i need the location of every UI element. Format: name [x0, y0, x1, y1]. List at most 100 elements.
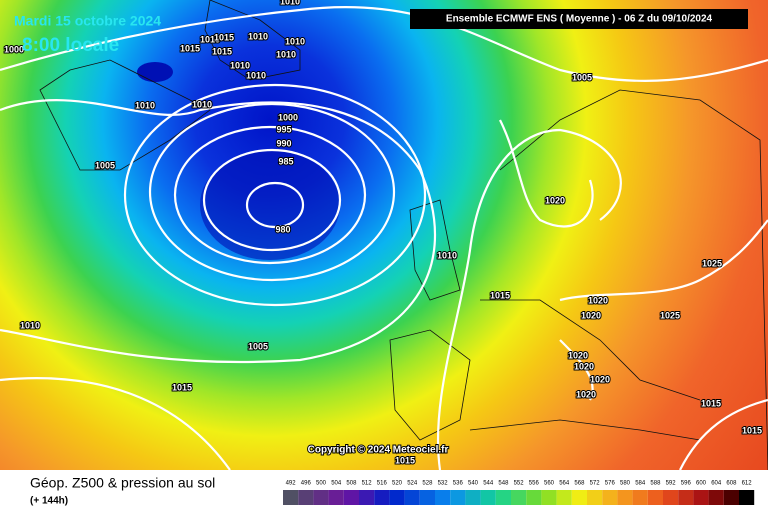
- isobar-label: 1010: [230, 60, 250, 70]
- isobar-label: 1015: [701, 398, 721, 408]
- colorbar-cell: [298, 490, 314, 505]
- isobar-label: 1015: [200, 34, 220, 44]
- colorbar-cell: [602, 490, 618, 505]
- colorbar-label: 588: [650, 481, 661, 487]
- colorbar-label: 528: [422, 481, 433, 487]
- colorbar-cell: [419, 490, 435, 505]
- isobar-label: 990: [276, 138, 291, 148]
- isobar-label: 1020: [576, 389, 596, 399]
- low-core: [200, 150, 340, 260]
- colorbar-cell: [495, 490, 511, 505]
- isobar-label: 1010: [280, 0, 300, 6]
- colorbar-label: 508: [346, 481, 357, 487]
- colorbar-label: 580: [620, 481, 631, 487]
- isobar-label: 1020: [568, 350, 588, 360]
- isobar-label: 1010: [135, 100, 155, 110]
- isobar-label: 995: [276, 124, 291, 134]
- colorbar-label: 592: [666, 481, 677, 487]
- model-label: Ensemble ECMWF ENS ( Moyenne ) - 06 Z du…: [446, 14, 713, 25]
- colorbar-label: 516: [377, 481, 388, 487]
- isobar-label: 1015: [172, 382, 192, 392]
- coastlines: [39, 0, 768, 471]
- isobar-label: 1010: [246, 70, 266, 80]
- isobar-label: 1015: [180, 43, 200, 53]
- colorbar-cell: [359, 490, 375, 505]
- isobar-label: 1015: [214, 32, 234, 42]
- colorbar-cell: [374, 490, 390, 505]
- isobar-label: 1025: [702, 258, 722, 268]
- colorbar-label: 600: [696, 481, 707, 487]
- colorbar-label: 512: [362, 481, 373, 487]
- colorbar-cell: [526, 490, 542, 505]
- time-label: 8:00 locale: [22, 35, 119, 56]
- colorbar-label: 556: [529, 481, 540, 487]
- header-box: [410, 9, 748, 29]
- colorbar-cell: [465, 490, 481, 505]
- isobar-label: 1010: [285, 36, 305, 46]
- copyright: Copyright © 2024 Meteociel.fr: [308, 445, 449, 456]
- colorbar-cell: [708, 490, 724, 505]
- colorbar-label: 604: [711, 481, 722, 487]
- isobar-label: 985: [278, 156, 293, 166]
- colorbar-label: 532: [438, 481, 449, 487]
- isobar-label: 1015: [490, 290, 510, 300]
- colorbar-cell: [404, 490, 420, 505]
- colorbar-cell: [511, 490, 527, 505]
- colorbar-cell: [283, 490, 299, 505]
- colorbar-label: 520: [392, 481, 403, 487]
- colorbar-cell: [632, 490, 648, 505]
- colorbar-label: 568: [574, 481, 585, 487]
- colorbar-label: 596: [681, 481, 692, 487]
- colorbar-label: 560: [544, 481, 555, 487]
- colorbar-label: 576: [605, 481, 616, 487]
- colorbar-cell: [647, 490, 663, 505]
- colorbar-label: 492: [286, 481, 297, 487]
- colorbar-cell: [587, 490, 603, 505]
- colorbar-label: 540: [468, 481, 479, 487]
- colorbar-cell: [693, 490, 709, 505]
- colorbar-cell: [343, 490, 359, 505]
- colorbar-label: 536: [453, 481, 464, 487]
- colorbar-cell: [556, 490, 572, 505]
- colorbar-cell: [678, 490, 694, 505]
- colorbar-cell: [389, 490, 405, 505]
- colorbar-cell: [480, 490, 496, 505]
- isobar-label: 1005: [248, 341, 268, 351]
- colorbar-label: 496: [301, 481, 312, 487]
- date-label: Mardi 15 octobre 2024: [14, 13, 161, 29]
- colorbar-cell: [313, 490, 329, 505]
- colorbar-cell: [739, 490, 755, 505]
- isobar-label: 1015: [212, 46, 232, 56]
- isobar-label: 1010: [248, 31, 268, 41]
- colorbar-label: 572: [590, 481, 601, 487]
- colorbar-cell: [663, 490, 679, 505]
- map-field: [0, 0, 768, 470]
- isobar-label: 1020: [581, 310, 601, 320]
- colorbar-label: 608: [726, 481, 737, 487]
- colorbar-label: 548: [498, 481, 509, 487]
- colorbar-cell: [435, 490, 451, 505]
- isobar-label: 1020: [588, 295, 608, 305]
- colorbar-label: 500: [316, 481, 327, 487]
- isobar-label: 1010: [20, 320, 40, 330]
- colorbar-cell: [328, 490, 344, 505]
- isobar-label: 1010: [192, 99, 212, 109]
- isobar-label: 1015: [742, 425, 762, 435]
- colorbar-cell: [723, 490, 739, 505]
- colorbar-label: 552: [514, 481, 525, 487]
- colorbar-label: 584: [635, 481, 646, 487]
- colorbar-label: 504: [331, 481, 342, 487]
- isobar-label: 1015: [395, 455, 415, 465]
- colorbar-cell: [541, 490, 557, 505]
- colorbar-label: 612: [742, 481, 753, 487]
- low-core: [137, 62, 173, 82]
- isobar-label: 1020: [590, 374, 610, 384]
- isobar-label: 1020: [574, 361, 594, 371]
- footer-lead: (+ 144h): [30, 496, 68, 507]
- colorbar-label: 564: [559, 481, 570, 487]
- isobar-label: 1000: [278, 112, 298, 122]
- colorbar-cell: [450, 490, 466, 505]
- isobar-label: 1000: [4, 44, 24, 54]
- isobar-label: 1005: [572, 72, 592, 82]
